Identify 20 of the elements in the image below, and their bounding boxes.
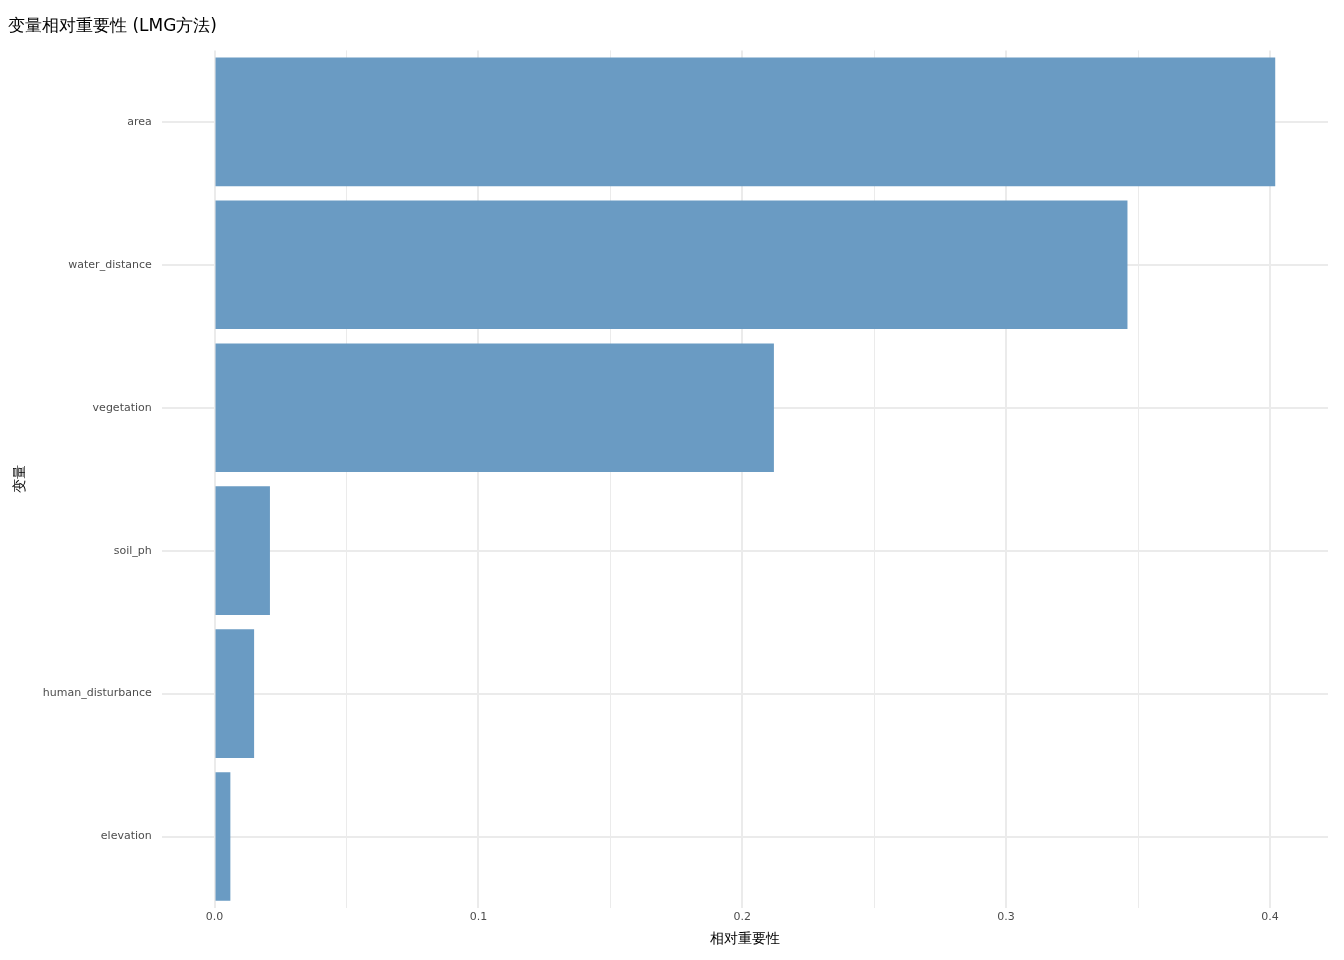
bar [215,772,231,901]
bar [215,486,270,615]
y-tick-label: area [127,114,152,128]
bar [215,57,1276,187]
bar [215,629,255,758]
y-tick-label: water_distance [68,257,152,271]
bar [215,200,1128,330]
bar [215,343,774,473]
x-tick-label: 0.1 [469,910,488,924]
y-tick-label: vegetation [92,400,152,414]
y-tick-label: elevation [100,829,152,843]
x-tick-label: 0.4 [1261,910,1279,924]
x-axis-title: 相对重要性 [709,930,780,947]
x-tick-label: 0.0 [205,910,224,924]
x-tick-label: 0.3 [997,910,1015,924]
y-tick-label: human_disturbance [42,686,152,700]
chart-title: 变量相对重要性 (LMG方法) [8,14,217,35]
y-tick-label: soil_ph [113,543,152,557]
y-axis-title: 变量 [11,465,28,494]
x-tick-label: 0.2 [733,910,751,924]
